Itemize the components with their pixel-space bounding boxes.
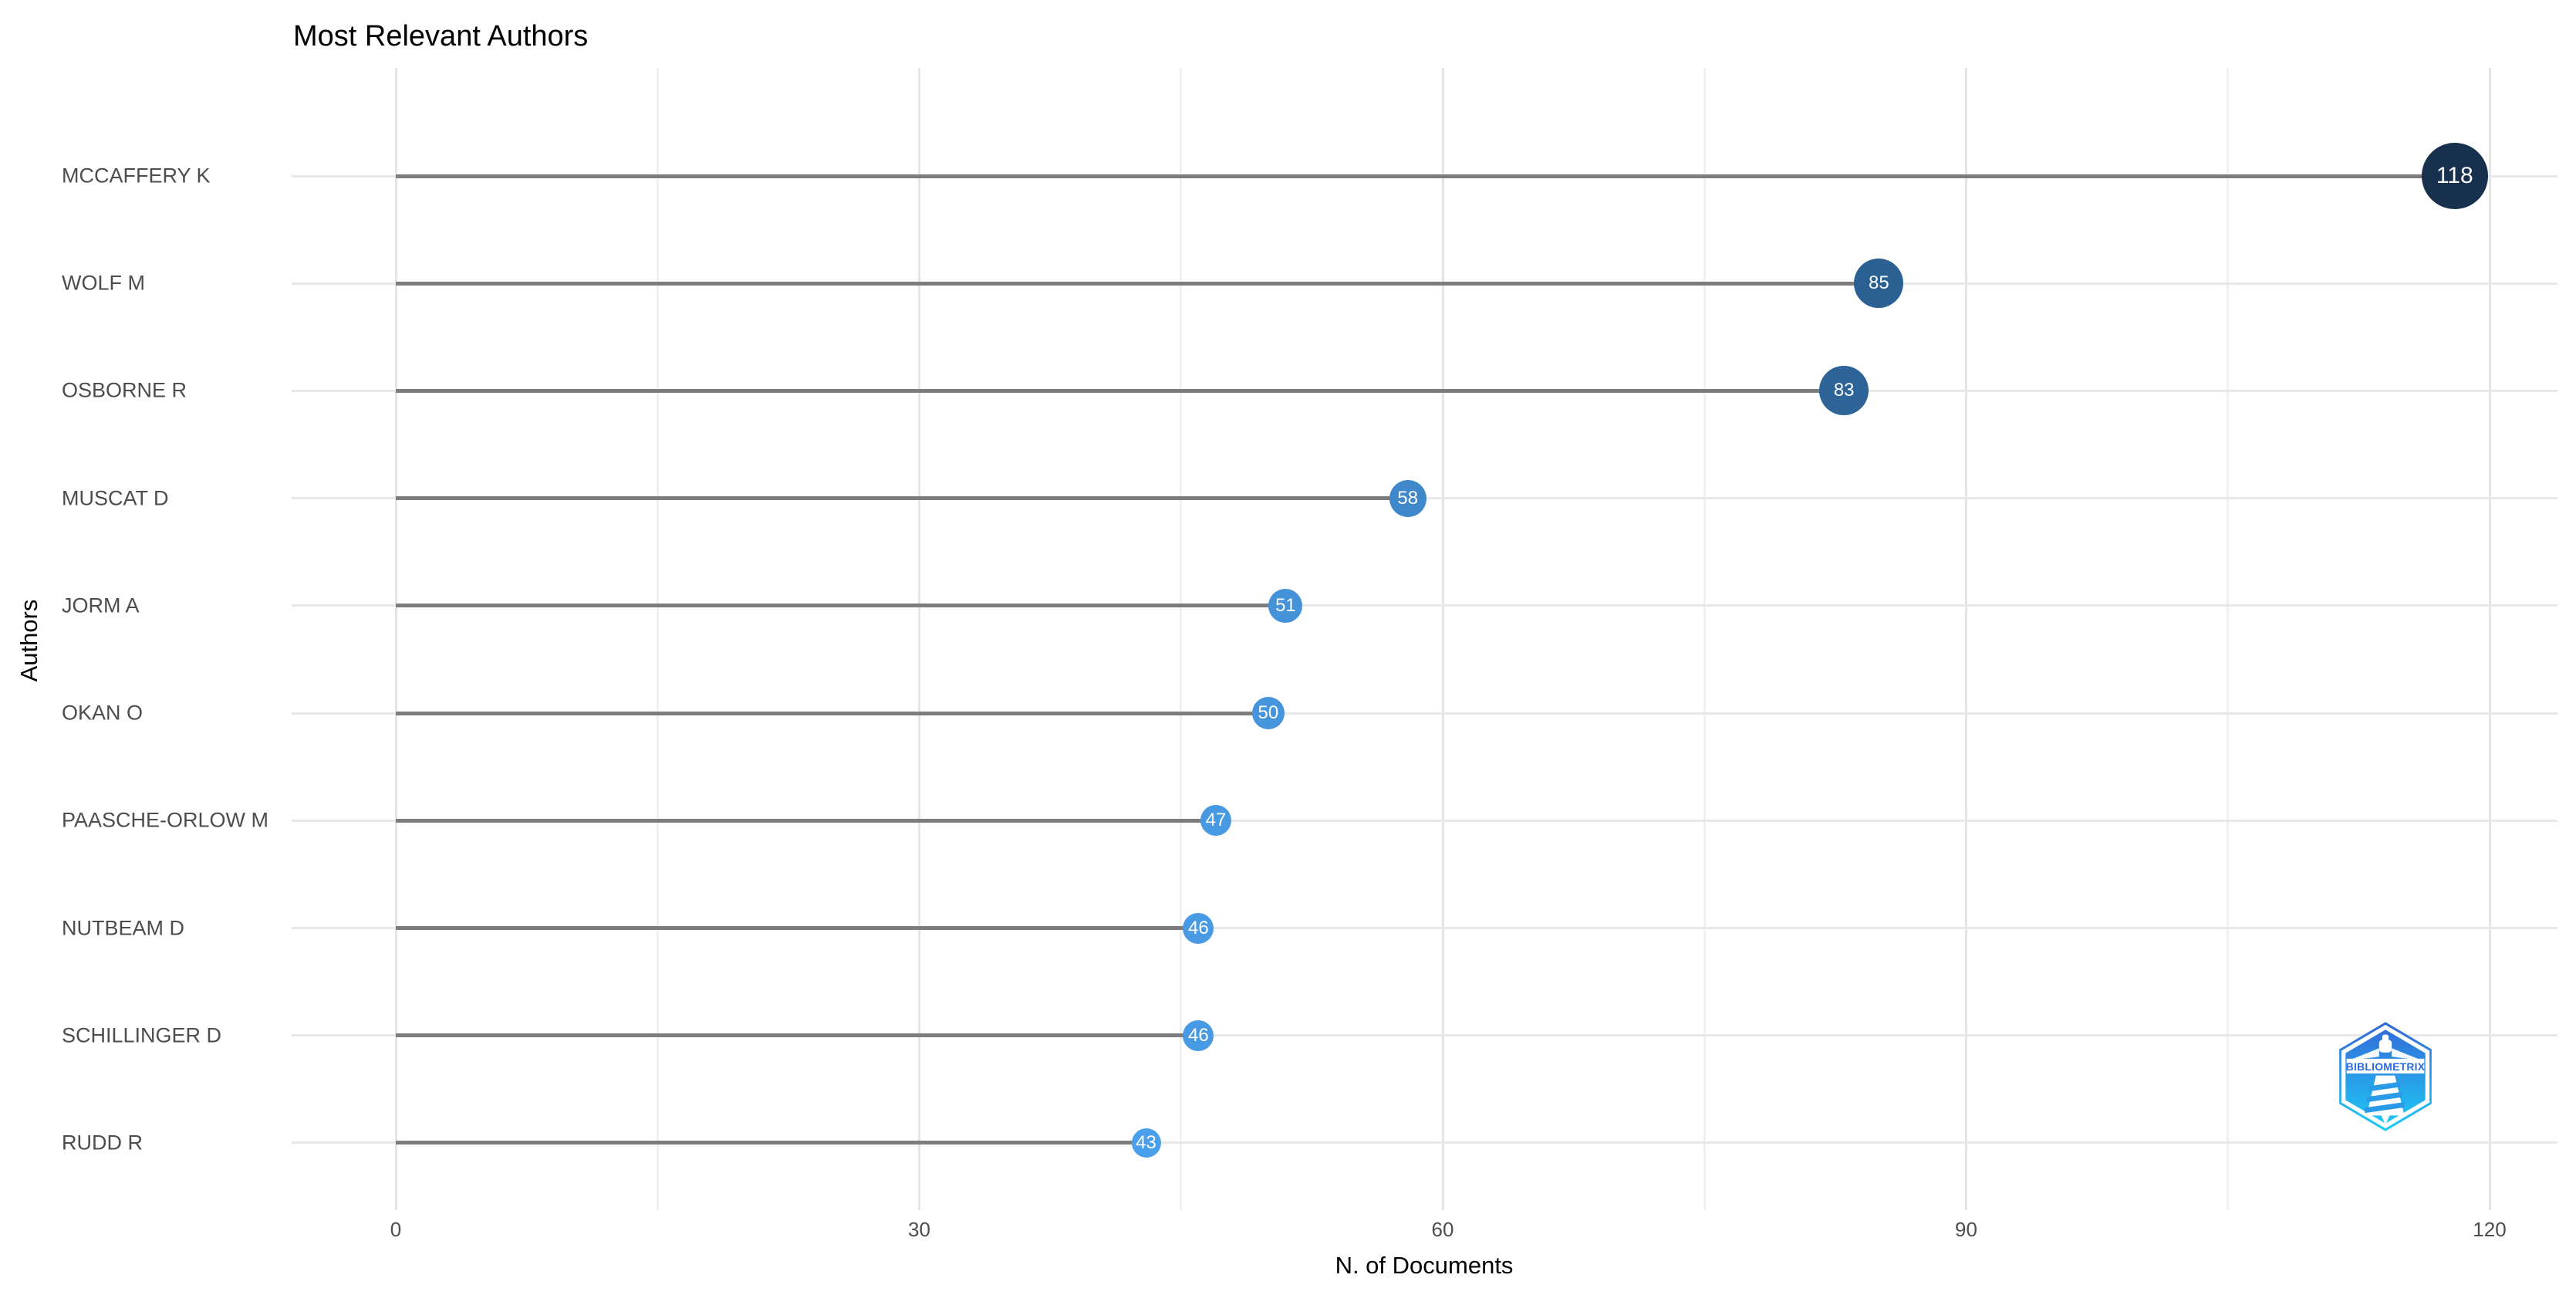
y-axis-category-label: MCCAFFERY K: [62, 164, 211, 188]
lollipop-stem: [396, 604, 1286, 608]
lollipop-stem: [396, 388, 1845, 393]
x-axis-tick-label: 0: [390, 1218, 402, 1241]
y-axis-category-label: OKAN O: [62, 701, 143, 725]
lollipop-stem: [396, 1141, 1146, 1145]
y-axis-category-label: JORM A: [62, 593, 140, 617]
data-point-value: 47: [1200, 805, 1231, 837]
y-gridline: [292, 1034, 2557, 1037]
lollipop-stem: [396, 496, 1408, 501]
x-axis-tick-label: 90: [1955, 1218, 1977, 1241]
y-gridline: [292, 819, 2557, 822]
x-gridline-major: [918, 68, 920, 1210]
y-axis-category-label: NUTBEAM D: [62, 916, 185, 940]
y-axis-category-label: RUDD R: [62, 1131, 143, 1155]
bibliometrix-logo: BIBLIOMETRIX: [2339, 1022, 2432, 1131]
data-point-value: 50: [1251, 697, 1285, 730]
x-gridline-minor: [656, 68, 659, 1210]
y-gridline: [292, 927, 2557, 930]
x-gridline-minor: [1180, 68, 1183, 1210]
logo-band: [2346, 1058, 2425, 1074]
lollipop-stem: [396, 818, 1216, 823]
data-point-value: 58: [1389, 479, 1426, 517]
data-point-value: 46: [1183, 912, 1214, 944]
x-axis-tick-label: 60: [1431, 1218, 1454, 1241]
y-gridline: [292, 604, 2557, 607]
data-point-value: 43: [1131, 1128, 1161, 1158]
x-axis-tick-label: 30: [908, 1218, 930, 1241]
lollipop-stem: [396, 711, 1268, 715]
chart-title: Most Relevant Authors: [293, 20, 589, 52]
x-gridline-minor: [2227, 68, 2230, 1210]
data-point-value: 83: [1819, 366, 1869, 416]
data-point-value: 85: [1854, 259, 1904, 309]
x-gridline-major: [2488, 68, 2491, 1210]
y-gridline: [292, 712, 2557, 715]
data-point-value: 46: [1183, 1019, 1214, 1051]
x-gridline-minor: [1703, 68, 1706, 1210]
x-axis-title: N. of Documents: [1335, 1252, 1514, 1279]
lollipop-stem: [396, 174, 2455, 178]
lollipop-stem: [396, 1033, 1199, 1038]
lollipop-stem: [396, 926, 1199, 931]
y-axis-category-label: WOLF M: [62, 271, 145, 295]
data-point-value: 51: [1268, 588, 1303, 623]
lollipop-stem: [396, 281, 1879, 286]
x-gridline-major: [1965, 68, 1967, 1210]
y-axis-category-label: MUSCAT D: [62, 486, 169, 510]
y-axis-category-label: OSBORNE R: [62, 378, 187, 402]
logo-lantern: [2378, 1040, 2392, 1053]
y-axis-title: Authors: [15, 599, 42, 682]
x-gridline-major: [1441, 68, 1444, 1210]
data-point-value: 118: [2421, 143, 2488, 209]
y-axis-category-label: PAASCHE-ORLOW M: [62, 808, 269, 832]
y-gridline: [292, 1141, 2557, 1145]
x-axis-tick-label: 120: [2473, 1218, 2507, 1241]
x-gridline-major: [394, 68, 397, 1210]
logo-wordmark: BIBLIOMETRIX: [2346, 1060, 2426, 1073]
y-axis-category-label: SCHILLINGER D: [62, 1023, 222, 1047]
